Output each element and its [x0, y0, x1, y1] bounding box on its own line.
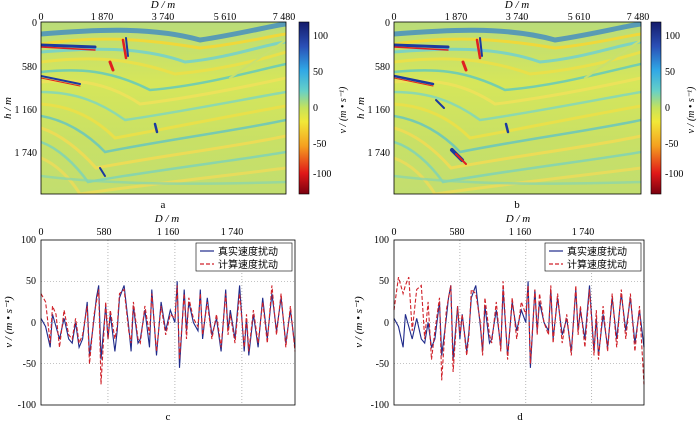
ylabel-a: h / m	[2, 97, 14, 119]
cbtick-b-4: -100	[665, 169, 683, 180]
plot-area-d	[393, 276, 645, 385]
xtick-b-4: 7 480	[627, 12, 650, 23]
cbtick-b-0: 100	[665, 31, 680, 42]
ytick-d-4: -100	[371, 400, 389, 411]
cbtick-a-1: 50	[313, 67, 323, 78]
ytick-a-0: 0	[32, 18, 37, 29]
xtick-a-1: 1 870	[91, 12, 114, 23]
xtick-a-3: 5 610	[214, 12, 237, 23]
ylabel-d: v / (m • s⁻¹)	[353, 296, 365, 348]
cbtick-b-3: -50	[665, 139, 678, 150]
xtick-d-0: 0	[392, 227, 397, 238]
ytick-a-2: 1 160	[15, 105, 38, 116]
caption-d: d	[517, 411, 523, 423]
caption-b: b	[514, 199, 520, 211]
xtick-d-3: 1 740	[572, 227, 595, 238]
cbtick-b-2: 0	[665, 103, 670, 114]
colorbar-ticks-b: 100 50 0 -50 -100	[665, 31, 683, 180]
legend-c: 真实速度扰动 计算速度扰动	[195, 242, 293, 272]
legend-d-true-label: 真实速度扰动	[567, 245, 627, 258]
xtick-b-1: 1 870	[445, 12, 468, 23]
panel-a: D / m 0 1 870 3 740 5 610 7 480 0 580 1 …	[2, 0, 349, 211]
xlabel-d: D / m	[505, 213, 531, 225]
series-c-calc	[40, 285, 296, 385]
colorbar-b	[650, 21, 662, 195]
yticks-a: 0 580 1 160 1 740	[15, 18, 38, 159]
ylabel-c: v / (m • s⁻¹)	[3, 296, 15, 348]
xtick-c-0: 0	[39, 227, 44, 238]
cbtick-a-0: 100	[313, 31, 328, 42]
yticks-b: 0 580 1 160 1 740	[368, 18, 391, 159]
xtick-b-3: 5 610	[568, 12, 591, 23]
heatmap-image-a	[41, 22, 286, 194]
yticks-d: 100 50 0 -50 -100	[371, 235, 389, 411]
ytick-d-1: 50	[379, 276, 389, 287]
ytick-b-1: 580	[375, 62, 390, 73]
legend-d: 真实速度扰动 计算速度扰动	[544, 242, 642, 272]
colorbar-label-b: v / (m • s⁻¹)	[686, 86, 697, 133]
ytick-c-0: 100	[21, 235, 36, 246]
xticks-b: 0 1 870 3 740 5 610 7 480	[392, 12, 650, 23]
series-d-calc	[393, 276, 645, 385]
xtick-a-0: 0	[39, 12, 44, 23]
ytick-b-3: 1 740	[368, 148, 391, 159]
caption-a: a	[161, 199, 166, 211]
ytick-c-2: 0	[31, 318, 36, 329]
ytick-a-3: 1 740	[15, 148, 38, 159]
xtick-c-1: 580	[97, 227, 112, 238]
legend-d-calc-label: 计算速度扰动	[567, 258, 627, 271]
caption-c: c	[166, 411, 171, 423]
cbtick-b-1: 50	[665, 67, 675, 78]
xlabel-c: D / m	[154, 213, 180, 225]
xtick-c-2: 1 160	[157, 227, 180, 238]
panel-d: D / m 0 580 1 160 1 740 100 50 0 -50 -10…	[353, 213, 645, 423]
xticks-a: 0 1 870 3 740 5 610 7 480	[39, 12, 296, 23]
xtick-d-2: 1 160	[509, 227, 532, 238]
xlabel-a: D / m	[150, 0, 176, 11]
cbtick-a-4: -100	[313, 169, 331, 180]
panel-b: D / m 0 1 870 3 740 5 610 7 480 0 580 1 …	[355, 0, 697, 211]
ytick-c-1: 50	[26, 276, 36, 287]
heatmap-image-b	[394, 22, 641, 194]
xticks-d: 0 580 1 160 1 740	[392, 227, 595, 238]
ylabel-b: h / m	[355, 97, 367, 119]
colorbar-a	[298, 21, 310, 195]
ytick-d-0: 100	[374, 235, 389, 246]
xtick-b-2: 3 740	[506, 12, 529, 23]
panel-c: D / m 0 580 1 160 1 740 100 50 0 -50 -10…	[3, 213, 296, 423]
colorbar-ticks-a: 100 50 0 -50 -100	[313, 31, 331, 180]
cbtick-a-2: 0	[313, 103, 318, 114]
plot-area-c	[40, 281, 296, 385]
xtick-b-0: 0	[392, 12, 397, 23]
ytick-c-4: -100	[18, 400, 36, 411]
ytick-b-0: 0	[385, 18, 390, 29]
colorbar-label-a: v / (m • s⁻¹)	[338, 86, 349, 133]
xtick-c-3: 1 740	[221, 227, 244, 238]
legend-c-calc-label: 计算速度扰动	[218, 258, 278, 271]
xticks-c: 0 580 1 160 1 740	[39, 227, 244, 238]
xtick-a-2: 3 740	[152, 12, 175, 23]
xlabel-b: D / m	[504, 0, 530, 11]
ytick-c-3: -50	[23, 359, 36, 370]
yticks-c: 100 50 0 -50 -100	[18, 235, 36, 411]
ytick-a-1: 580	[22, 62, 37, 73]
xtick-d-1: 580	[450, 227, 465, 238]
ytick-d-2: 0	[384, 318, 389, 329]
ytick-b-2: 1 160	[368, 105, 391, 116]
legend-c-true-label: 真实速度扰动	[218, 245, 278, 258]
cbtick-a-3: -50	[313, 139, 326, 150]
xtick-a-4: 7 480	[273, 12, 296, 23]
ytick-d-3: -50	[376, 359, 389, 370]
